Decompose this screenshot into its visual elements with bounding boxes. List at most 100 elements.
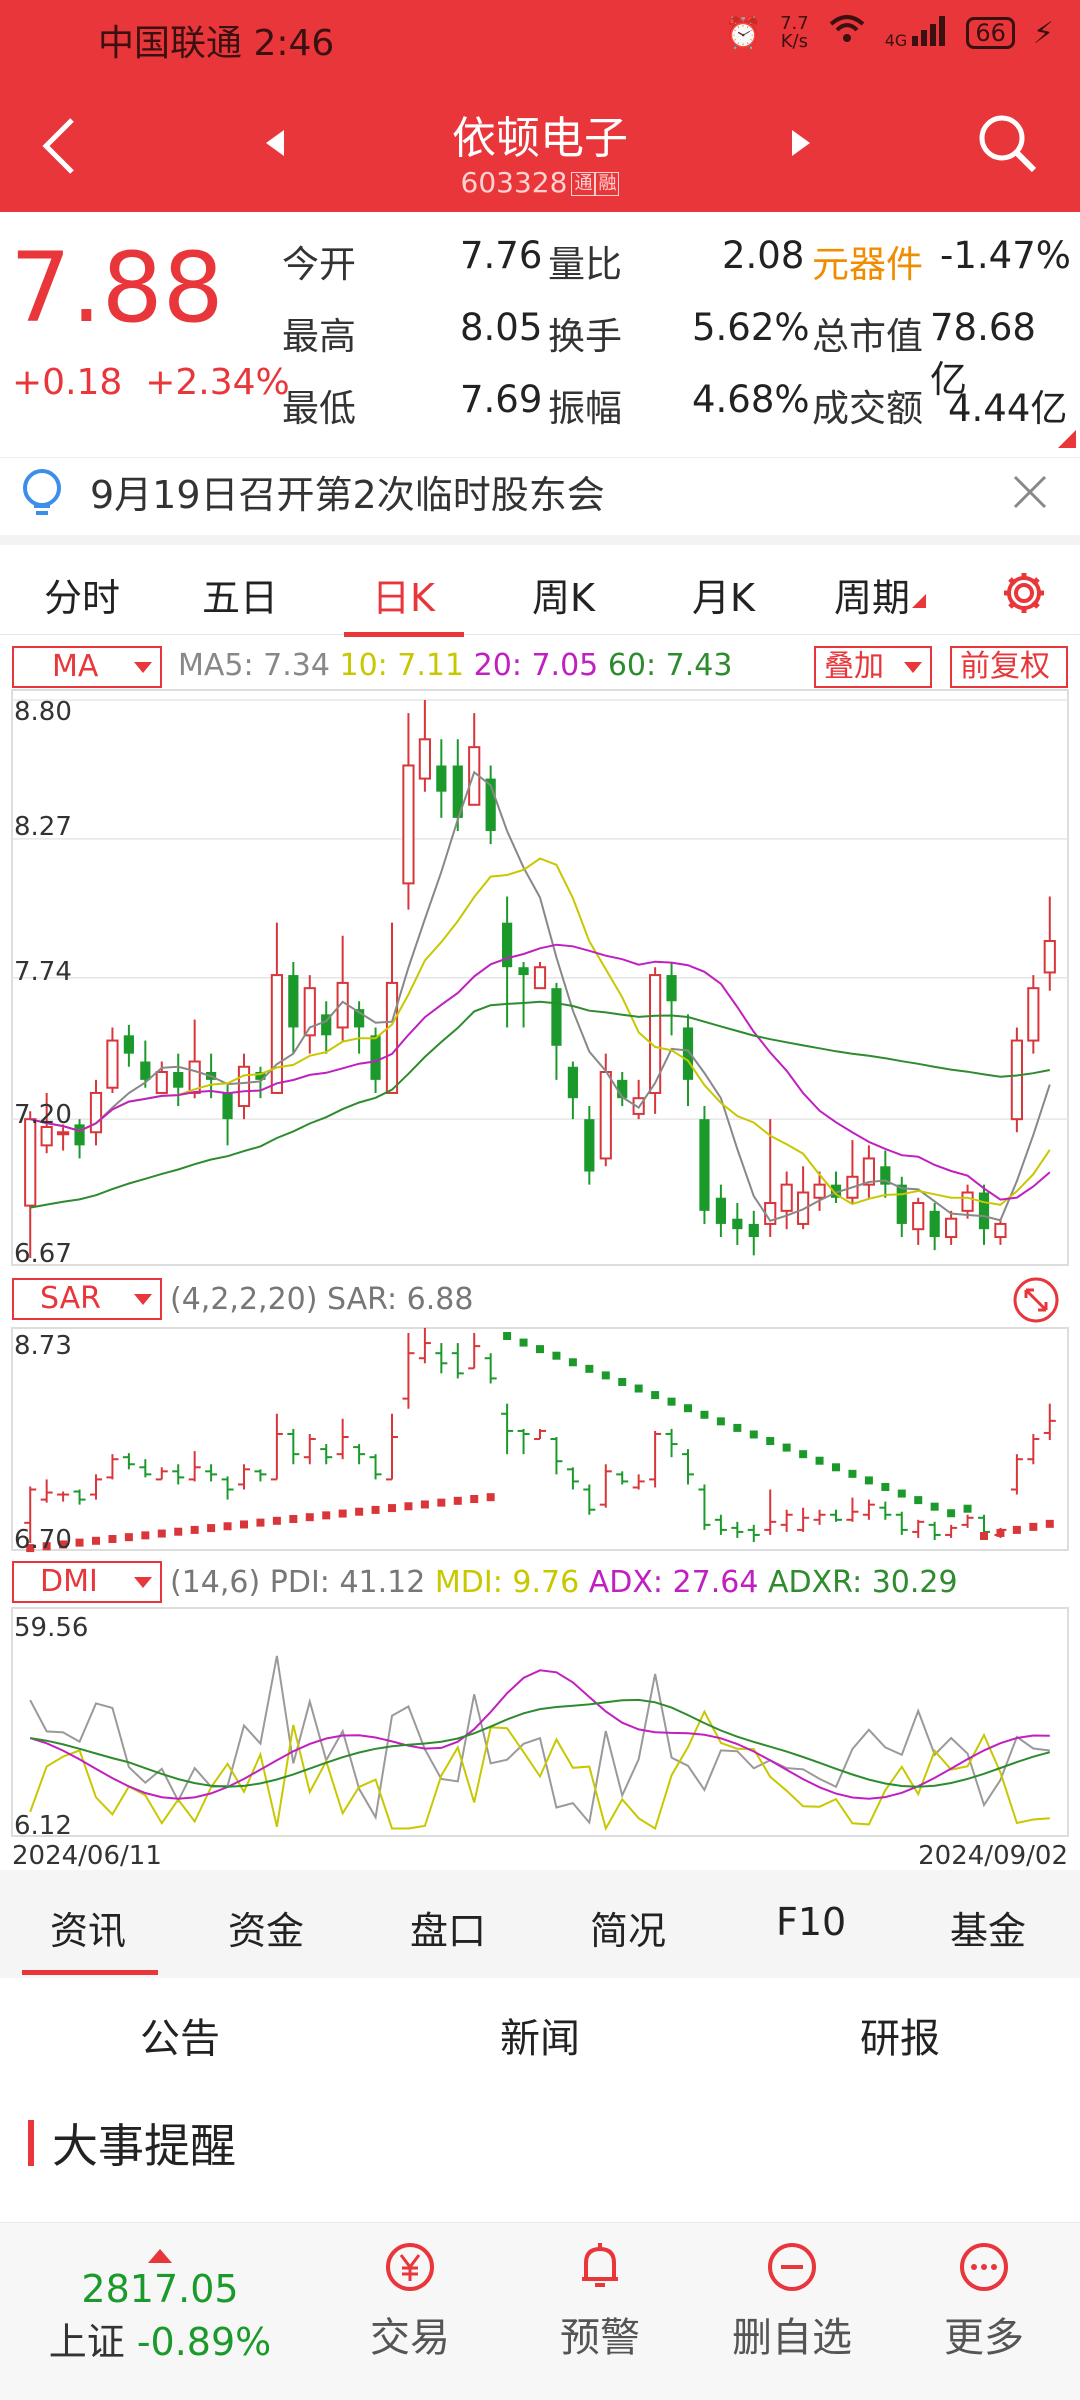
candle-body — [89, 1091, 103, 1134]
candle-body — [1010, 1039, 1023, 1121]
candle-body — [830, 1184, 842, 1198]
network-speed: 7.7 K/s — [780, 13, 809, 52]
tab-weekly-k[interactable]: 周K — [532, 576, 595, 620]
sector-link[interactable]: 元器件 — [812, 243, 923, 286]
tab-period[interactable]: 周期 — [834, 567, 927, 622]
tab-overview[interactable]: 简况 — [590, 1909, 667, 1953]
candle-body — [732, 1218, 743, 1230]
label-market-cap: 总市值 — [812, 315, 923, 358]
bell-icon — [582, 2243, 618, 2287]
dmi-selector[interactable]: DMI — [12, 1561, 162, 1603]
ma60-value: 60: 7.43 — [607, 648, 733, 683]
candle-body — [584, 1119, 595, 1172]
candle-body — [1043, 940, 1056, 974]
alert-button[interactable]: 预警 — [520, 2239, 680, 2363]
dropdown-icon — [134, 1577, 152, 1588]
sar-dot — [749, 1430, 758, 1439]
tab-fund[interactable]: 基金 — [950, 1909, 1027, 1953]
sar-tick: 6.70 — [14, 1525, 72, 1555]
sar-dot — [289, 1514, 298, 1523]
status-bar: 中国联通 2:46 ⏰ 7.7 K/s 4G 66 ⚡ — [0, 0, 1080, 80]
candle-body — [649, 974, 662, 1094]
candle-body — [402, 764, 415, 885]
candle-body — [436, 765, 447, 792]
candle-body — [123, 1035, 134, 1054]
sar-dot — [388, 1504, 396, 1513]
ma10-line — [29, 857, 1051, 1206]
dmi-tick: 59.56 — [14, 1613, 88, 1643]
minus-circle-icon — [768, 2243, 816, 2291]
sar-dot — [716, 1417, 725, 1426]
candle-body — [715, 1197, 726, 1224]
ma20-value: 20: 7.05 — [473, 648, 599, 683]
sar-plot — [24, 1327, 1056, 1553]
kline-charts[interactable]: 8.80 8.27 7.74 7.20 6.67 8.73 6.70 59.56… — [0, 0, 1080, 1870]
tab-research[interactable]: 研报 — [860, 2016, 940, 2062]
dropdown-triangle-icon — [912, 593, 927, 608]
tab-capital[interactable]: 资金 — [228, 1909, 305, 1953]
candle-body — [567, 1066, 578, 1099]
candle-body — [748, 1223, 759, 1238]
value-amplitude: 4.68% — [692, 378, 810, 421]
ma-legend: MA5: 7.34 10: 7.11 20: 7.05 60: 7.43 — [178, 648, 732, 683]
date-start: 2024/06/11 — [12, 1841, 162, 1870]
status-icons: ⏰ 7.7 K/s 4G 66 ⚡ — [725, 14, 1054, 52]
label-turnover-amount: 成交额 — [812, 387, 923, 430]
candle-body — [599, 1071, 612, 1160]
label-high: 最高 — [282, 315, 356, 358]
ma60-line — [30, 1000, 1050, 1209]
candle-body — [896, 1184, 907, 1224]
active-tab-underline — [344, 632, 464, 637]
close-notice-button[interactable] — [1012, 474, 1048, 514]
tab-announcement[interactable]: 公告 — [140, 2016, 220, 2062]
tab-news-info[interactable]: 资讯 — [50, 1909, 127, 1953]
price-tick: 8.27 — [14, 812, 72, 842]
trade-button[interactable]: 交易 — [330, 2239, 490, 2363]
expand-corner-icon[interactable] — [1058, 430, 1076, 448]
ma5-line — [29, 770, 1051, 1222]
tab-intraday[interactable]: 分时 — [44, 576, 121, 620]
back-button[interactable] — [38, 116, 78, 180]
candle-body — [140, 1061, 151, 1080]
more-button[interactable]: 更多 — [904, 2239, 1064, 2363]
remove-watchlist-button[interactable]: 删自选 — [712, 2239, 872, 2363]
sar-dot — [240, 1520, 248, 1529]
ma-selector[interactable]: MA — [12, 646, 162, 688]
candle-body — [40, 1126, 53, 1147]
label-low: 最低 — [282, 387, 356, 430]
next-stock-button[interactable] — [790, 128, 814, 162]
sar-selector[interactable]: SAR — [12, 1278, 162, 1320]
sar-dot — [536, 1345, 544, 1354]
tag-tong: 通 — [571, 172, 596, 196]
search-button[interactable] — [974, 110, 1040, 180]
expand-icon — [1013, 1277, 1059, 1323]
tab-f10[interactable]: F10 — [776, 1900, 847, 1944]
chart-settings-button[interactable] — [1000, 569, 1048, 621]
candle-body — [880, 1166, 891, 1185]
sar-dot — [897, 1489, 906, 1498]
tab-order-book[interactable]: 盘口 — [410, 1909, 487, 1953]
close-icon — [1013, 475, 1047, 509]
sar-legend: (4,2,2,20) SAR: 6.88 — [170, 1282, 474, 1317]
value-turnover-amount: 4.44亿 — [948, 387, 1068, 430]
prev-stock-button[interactable] — [262, 128, 286, 162]
quote-row: 今开 7.76 量比 2.08 元器件 -1.47% — [282, 234, 1072, 306]
tab-five-day[interactable]: 五日 — [202, 576, 279, 620]
candle-body — [945, 1217, 958, 1239]
tab-monthly-k[interactable]: 月K — [692, 576, 755, 620]
overlay-selector[interactable]: 叠加 — [814, 646, 932, 688]
sar-dot — [651, 1391, 660, 1400]
tab-daily-k[interactable]: 日K — [372, 576, 435, 620]
adjust-selector[interactable]: 前复权 — [950, 646, 1068, 688]
tab-news[interactable]: 新闻 — [500, 2016, 580, 2062]
section-title: 大事提醒 — [52, 2119, 236, 2173]
sar-dot — [42, 1542, 51, 1551]
sar-dot — [832, 1463, 840, 1472]
notice-bar[interactable]: 9月19日召开第2次临时股东会 — [0, 457, 1080, 529]
index-ticker[interactable]: 2817.05 上证 -0.89% — [40, 2249, 280, 2366]
adxr-line — [30, 1698, 1051, 1788]
sar-dot — [963, 1504, 972, 1513]
expand-chart-button[interactable] — [1012, 1276, 1060, 1328]
candle-body — [321, 1014, 332, 1036]
section-marker — [28, 2120, 34, 2166]
